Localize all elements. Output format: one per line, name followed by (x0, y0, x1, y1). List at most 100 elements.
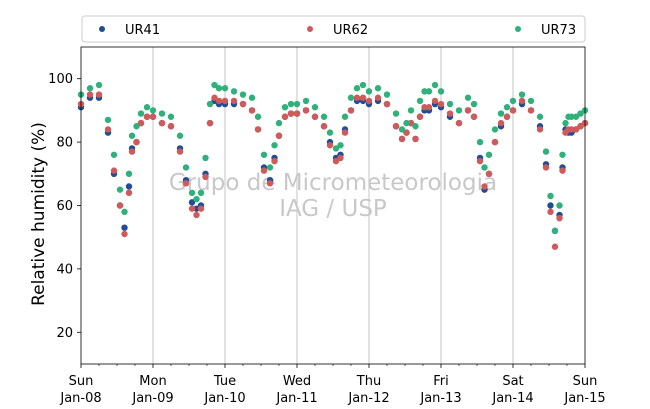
data-point-ur73 (110, 151, 118, 158)
data-point-ur73 (202, 154, 209, 162)
data-point-ur41 (193, 205, 200, 212)
data-point-ur62 (577, 123, 584, 130)
data-point-ur62 (398, 135, 406, 143)
series-ur73 (77, 81, 589, 235)
data-point-ur62 (551, 243, 559, 250)
data-point-ur73 (568, 113, 575, 120)
data-point-ur62 (407, 119, 415, 127)
data-point-ur73 (182, 164, 190, 171)
data-point-ur41 (188, 199, 196, 206)
data-point-ur62 (572, 126, 580, 133)
y-tick-label: 80 (56, 136, 73, 151)
data-point-ur62 (110, 167, 118, 174)
data-point-ur62 (104, 126, 112, 133)
data-point-ur73 (158, 110, 166, 117)
data-point-ur62 (271, 157, 278, 165)
data-point-ur62 (215, 97, 223, 105)
data-point-ur73 (332, 145, 340, 152)
data-point-ur62 (455, 119, 463, 127)
data-point-ur62 (446, 110, 454, 117)
legend-frame (81, 15, 586, 43)
data-point-ur62 (167, 123, 175, 130)
x-tick-label-day: Sat (502, 374, 523, 389)
data-point-ur62 (425, 104, 433, 111)
data-point-ur73 (266, 164, 274, 171)
data-point-ur62 (137, 119, 145, 127)
data-point-ur73 (149, 107, 157, 114)
data-point-ur73 (326, 129, 334, 136)
data-point-ur62 (481, 183, 488, 190)
data-point-ur73 (392, 110, 400, 117)
data-point-ur73 (383, 91, 391, 98)
data-point-ur62 (437, 100, 445, 108)
data-point-ur62 (536, 126, 544, 133)
data-point-ur62 (332, 157, 340, 165)
data-point-ur73 (121, 208, 128, 216)
data-point-ur41 (547, 202, 554, 209)
data-point-ur73 (193, 195, 200, 203)
data-point-ur73 (470, 100, 478, 108)
watermark-line-2: IAG / USP (279, 196, 387, 222)
data-point-ur73 (275, 119, 283, 127)
data-point-ur62 (392, 123, 400, 130)
data-point-ur73 (287, 100, 295, 108)
data-point-ur62 (403, 129, 410, 136)
legend-marker-ur41 (99, 26, 105, 32)
data-point-ur62 (281, 113, 289, 120)
data-point-ur73 (143, 104, 151, 111)
data-point-ur62 (143, 113, 151, 120)
data-point-ur62 (320, 123, 328, 130)
data-point-ur62 (556, 214, 563, 222)
x-tick-label-date: Jan-15 (563, 391, 605, 406)
data-point-ur62 (337, 154, 344, 162)
data-point-ur62 (221, 97, 229, 105)
data-point-ur73 (359, 81, 367, 89)
data-point-ur73 (536, 113, 544, 120)
data-point-ur73 (254, 113, 262, 120)
data-point-ur73 (137, 110, 145, 117)
data-point-ur62 (230, 97, 238, 105)
data-point-ur73 (464, 94, 472, 101)
plot-area (81, 47, 585, 364)
data-point-ur73 (167, 113, 175, 120)
data-point-ur62 (476, 157, 484, 165)
x-tick-label-day: Sun (69, 374, 94, 389)
data-point-ur62 (125, 189, 133, 197)
data-point-ur73 (437, 88, 445, 95)
data-point-ur62 (193, 211, 200, 219)
data-point-ur73 (311, 104, 319, 111)
x-tick-label-date: Jan-10 (203, 391, 245, 406)
data-point-ur73 (347, 94, 355, 101)
data-point-ur62 (275, 132, 283, 139)
data-point-ur62 (206, 119, 214, 127)
legend-marker-ur62 (307, 26, 313, 32)
data-point-ur62 (568, 126, 575, 133)
data-point-ur62 (347, 107, 355, 114)
data-point-ur62 (527, 107, 535, 114)
data-point-ur62 (128, 148, 136, 155)
data-point-ur73 (509, 97, 517, 105)
x-tick-label-day: Thu (356, 374, 381, 389)
data-point-ur62 (353, 94, 361, 101)
data-point-ur62 (518, 97, 526, 105)
data-point-ur62 (497, 119, 505, 127)
data-point-ur62 (491, 138, 499, 146)
data-point-ur73 (416, 97, 424, 105)
data-point-ur62 (149, 113, 157, 120)
data-point-ur62 (266, 180, 274, 187)
data-point-ur62 (341, 129, 349, 136)
data-point-ur62 (197, 205, 205, 212)
data-point-ur73 (365, 88, 373, 95)
legend-label-ur73: UR73 (541, 23, 576, 38)
data-point-ur73 (398, 126, 406, 133)
data-point-ur62 (188, 205, 196, 212)
data-point-ur73 (562, 119, 569, 127)
data-point-ur73 (455, 107, 463, 114)
data-point-ur62 (86, 91, 94, 98)
data-point-ur73 (271, 142, 278, 149)
data-point-ur41 (125, 183, 133, 190)
x-tick-label-day: Tue (213, 374, 236, 389)
data-point-ur73 (403, 119, 410, 127)
data-point-ur62 (326, 142, 334, 149)
data-point-ur73 (206, 100, 214, 108)
